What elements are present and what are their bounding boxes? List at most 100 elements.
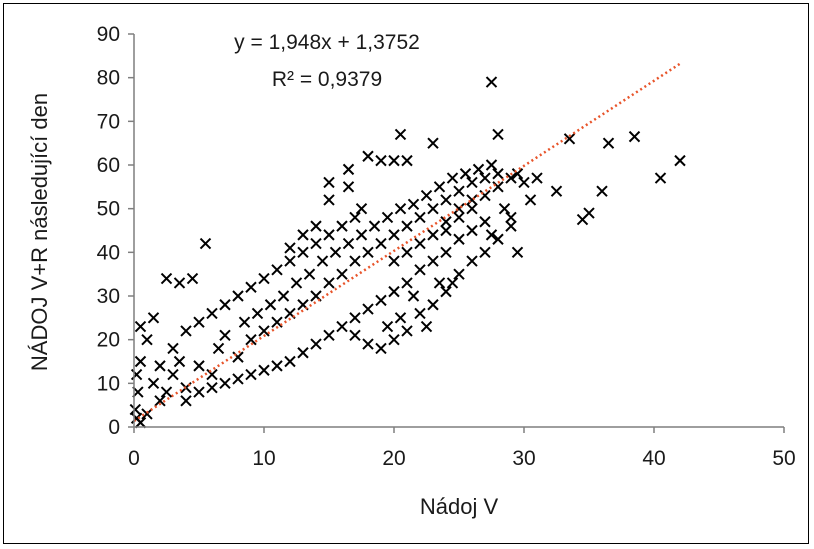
data-point (375, 237, 387, 250)
data-point (258, 325, 270, 337)
data-point (167, 342, 179, 355)
data-point (323, 176, 335, 189)
data-point (505, 220, 517, 232)
data-point (310, 220, 322, 232)
data-point (414, 237, 426, 250)
data-point (576, 213, 589, 226)
data-point (147, 377, 160, 390)
data-point (479, 246, 491, 259)
data-point (173, 277, 186, 289)
data-point (485, 76, 498, 88)
data-point (654, 172, 667, 184)
data-point (485, 159, 498, 171)
data-point (401, 154, 413, 167)
data-point (245, 368, 257, 381)
x-tick-label: 40 (642, 447, 665, 470)
data-point (297, 229, 309, 241)
data-point (485, 229, 498, 241)
data-point (329, 246, 342, 259)
y-tick-label: 30 (97, 285, 120, 308)
x-tick-label: 0 (128, 447, 140, 470)
data-point (511, 246, 524, 259)
data-point (310, 237, 322, 250)
data-point (271, 264, 283, 276)
data-point (290, 277, 303, 289)
data-point (186, 272, 199, 285)
data-point (498, 202, 511, 215)
data-point (427, 299, 439, 311)
data-point (342, 163, 355, 176)
data-point (219, 329, 231, 342)
data-point (505, 172, 517, 184)
data-point (129, 403, 142, 416)
data-point (401, 277, 413, 289)
data-point (167, 368, 179, 381)
data-point (414, 307, 426, 320)
y-tick-label: 0 (108, 416, 120, 439)
data-point (342, 237, 355, 250)
data-point (414, 211, 426, 224)
y-tick-label: 40 (97, 241, 120, 264)
data-point (446, 172, 459, 184)
y-tick-labels: 0 10 20 30 40 50 60 70 80 90 (97, 23, 134, 439)
data-point (440, 216, 452, 228)
data-point (511, 168, 524, 180)
data-point (596, 185, 608, 197)
data-point (492, 128, 504, 141)
data-point (232, 351, 244, 363)
data-point (206, 368, 218, 381)
data-point (381, 211, 394, 224)
data-point (323, 329, 335, 342)
data-point (199, 237, 212, 250)
data-point (160, 386, 173, 398)
data-point (245, 281, 257, 293)
data-point (349, 211, 361, 224)
data-point (420, 320, 433, 333)
data-point (193, 386, 205, 398)
data-point (219, 377, 231, 390)
data-point (466, 194, 478, 206)
data-point (518, 176, 530, 189)
data-point (271, 316, 283, 328)
data-point (427, 255, 439, 267)
data-point (212, 342, 225, 355)
data-point (180, 395, 192, 407)
data-point (602, 137, 615, 149)
data-point (492, 168, 504, 180)
data-point (160, 272, 173, 285)
y-tick-label: 70 (97, 110, 120, 133)
y-tick-label: 60 (97, 154, 120, 177)
data-point (154, 360, 166, 372)
data-point (401, 246, 413, 259)
trendline-equation: y = 1,948x + 1,3752 (234, 31, 420, 54)
data-point (381, 320, 394, 333)
data-point (362, 303, 374, 315)
data-point (388, 255, 400, 267)
data-point (401, 325, 413, 337)
data-point (407, 290, 420, 302)
x-tick-label: 10 (252, 447, 275, 470)
data-point (479, 172, 491, 184)
data-point (323, 194, 335, 206)
data-point (628, 130, 641, 143)
data-point (134, 416, 147, 429)
data-point (453, 211, 465, 224)
data-point (479, 216, 491, 228)
data-point (440, 246, 452, 259)
data-points (129, 76, 686, 429)
data-point (453, 233, 465, 245)
data-point (284, 242, 296, 254)
data-point (232, 290, 244, 302)
data-point (427, 229, 439, 241)
data-point (316, 255, 329, 267)
data-point (342, 181, 355, 193)
data-point (407, 198, 420, 211)
data-point (440, 194, 452, 206)
y-tick-label: 80 (97, 67, 120, 90)
data-point (349, 255, 361, 267)
data-point (362, 150, 374, 162)
data-point (466, 255, 478, 267)
data-point (349, 329, 361, 342)
data-point (505, 211, 517, 224)
data-point (472, 163, 485, 176)
